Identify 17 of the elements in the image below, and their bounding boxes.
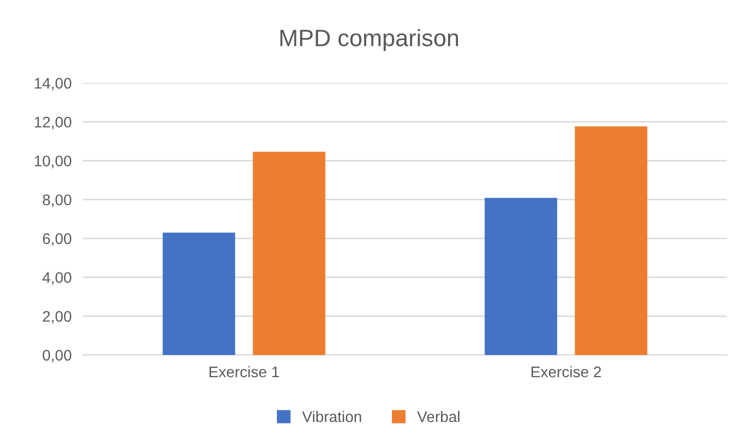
bar	[162, 232, 236, 355]
bar	[574, 126, 648, 355]
y-tick-label: 6,00	[42, 233, 72, 246]
bar	[252, 152, 326, 355]
bar	[484, 198, 558, 355]
x-tick-label: Exercise 1	[210, 366, 279, 378]
y-tick-label: 10,00	[34, 156, 72, 168]
y-tick-label: 4,00	[42, 272, 72, 285]
y-tick-label: 8,00	[42, 194, 72, 208]
y-tick-label: 14,00	[34, 78, 72, 90]
y-tick-label: 2,00	[42, 311, 72, 324]
y-tick-label: 12,00	[34, 116, 72, 130]
legend-label: Verbal	[417, 410, 460, 422]
chart-title: MPD comparison	[280, 28, 458, 52]
legend-label: Vibration	[302, 410, 362, 422]
y-tick-label: 0,00	[42, 350, 72, 362]
x-tick-label: Exercise 2	[532, 366, 601, 378]
